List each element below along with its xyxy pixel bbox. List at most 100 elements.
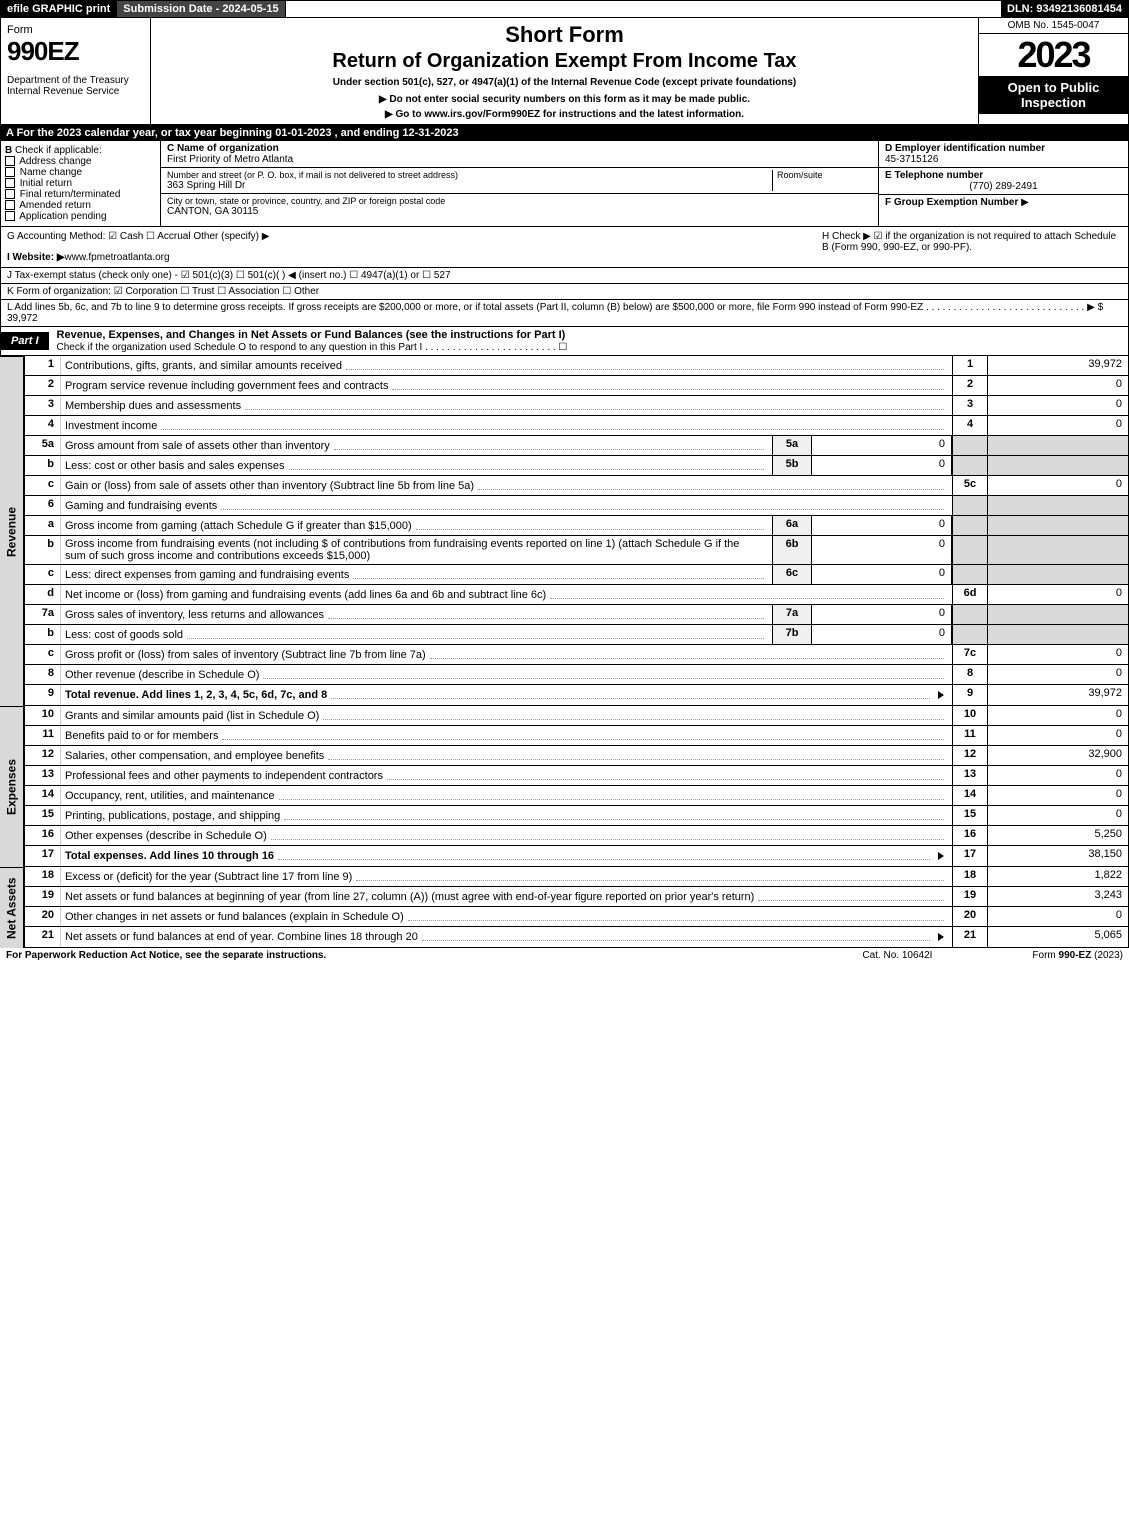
sub-line-num: 7b	[772, 625, 812, 644]
checkbox-option[interactable]: Name change	[5, 167, 156, 178]
line-desc: Net assets or fund balances at beginning…	[61, 887, 952, 906]
sub-line-num: 6a	[772, 516, 812, 535]
short-form-label: Short Form	[159, 22, 970, 48]
line-row: cGross profit or (loss) from sales of in…	[25, 645, 1128, 665]
topbar-spacer	[286, 1, 1001, 17]
line-number: 18	[25, 867, 61, 886]
line-val-cell: 38,150	[988, 846, 1128, 866]
line-val-cell: 0	[988, 706, 1128, 725]
line-val-cell: 0	[988, 645, 1128, 664]
checkbox-option[interactable]: Initial return	[5, 178, 156, 189]
dln-label: DLN: 93492136081454	[1001, 1, 1128, 17]
line-desc: Other revenue (describe in Schedule O)	[61, 665, 952, 684]
line-row: 12Salaries, other compensation, and empl…	[25, 746, 1128, 766]
ein-value: 45-3715126	[885, 154, 1122, 165]
line-desc: Other changes in net assets or fund bala…	[61, 907, 952, 926]
sub-line-num: 5a	[772, 436, 812, 455]
line-num-cell: 4	[952, 416, 988, 435]
line-row: 6Gaming and fundraising events	[25, 496, 1128, 516]
netassets-grid: 18Excess or (deficit) for the year (Subt…	[24, 867, 1129, 948]
line-number: c	[25, 645, 61, 664]
e-label: E Telephone number	[885, 170, 1122, 181]
line-val-cell: 0	[988, 786, 1128, 805]
line-num-cell: 3	[952, 396, 988, 415]
line-number: 17	[25, 846, 61, 866]
sub-line-num: 7a	[772, 605, 812, 624]
line-number: 8	[25, 665, 61, 684]
line-num-cell: 10	[952, 706, 988, 725]
row-i: I Website: ▶I Website: ▶ www.fpmetroatla…	[7, 252, 822, 263]
line-row: cGain or (loss) from sale of assets othe…	[25, 476, 1128, 496]
f-label: F Group Exemption Number	[885, 197, 1018, 208]
line-number: 6	[25, 496, 61, 515]
line-number: d	[25, 585, 61, 604]
line-desc: Gross amount from sale of assets other t…	[61, 436, 772, 455]
footer-left: For Paperwork Reduction Act Notice, see …	[6, 950, 862, 961]
line-num-cell: 5c	[952, 476, 988, 495]
topbar: efile GRAPHIC print Submission Date - 20…	[0, 0, 1129, 18]
col-d: D Employer identification number 45-3715…	[878, 141, 1128, 226]
city-label: City or town, state or province, country…	[167, 196, 872, 206]
c-name-label: C Name of organization	[167, 143, 279, 154]
note-1: ▶ Do not enter social security numbers o…	[159, 94, 970, 105]
form-title: Return of Organization Exempt From Incom…	[159, 50, 970, 73]
line-number: 14	[25, 786, 61, 805]
line-number: c	[25, 476, 61, 495]
line-desc: Professional fees and other payments to …	[61, 766, 952, 785]
line-row: 11Benefits paid to or for members 110	[25, 726, 1128, 746]
line-num-cell	[952, 516, 988, 535]
line-val-cell: 0	[988, 396, 1128, 415]
line-val-cell: 3,243	[988, 887, 1128, 906]
row-g: G Accounting Method: ☑ Cash ☐ Accrual Ot…	[7, 231, 822, 242]
note-2[interactable]: ▶ Go to www.irs.gov/Form990EZ for instru…	[159, 109, 970, 120]
line-val-cell: 39,972	[988, 356, 1128, 375]
line-number: 1	[25, 356, 61, 375]
line-desc: Less: direct expenses from gaming and fu…	[61, 565, 772, 584]
checkbox-option[interactable]: Amended return	[5, 200, 156, 211]
line-num-cell: 11	[952, 726, 988, 745]
sub-line-val: 0	[812, 516, 952, 535]
revenue-side-label: Revenue	[0, 356, 24, 706]
sub-line-val: 0	[812, 536, 952, 564]
line-number: 2	[25, 376, 61, 395]
line-val-cell: 0	[988, 806, 1128, 825]
line-num-cell: 9	[952, 685, 988, 705]
checkbox-option[interactable]: Final return/terminated	[5, 189, 156, 200]
line-desc: Total expenses. Add lines 10 through 16	[61, 846, 952, 866]
footer-right: Form 990-EZ (2023)	[1032, 950, 1123, 961]
line-row: 7aGross sales of inventory, less returns…	[25, 605, 1128, 625]
b-label: B	[5, 145, 12, 156]
line-number: 12	[25, 746, 61, 765]
line-desc: Salaries, other compensation, and employ…	[61, 746, 952, 765]
line-num-cell: 19	[952, 887, 988, 906]
line-num-cell	[952, 605, 988, 624]
line-num-cell: 7c	[952, 645, 988, 664]
header-center: Short Form Return of Organization Exempt…	[151, 18, 978, 124]
line-desc: Less: cost of goods sold	[61, 625, 772, 644]
line-number: 10	[25, 706, 61, 725]
line-desc: Program service revenue including govern…	[61, 376, 952, 395]
line-val-cell: 0	[988, 585, 1128, 604]
checkbox-option[interactable]: Application pending	[5, 211, 156, 222]
line-val-cell: 0	[988, 907, 1128, 926]
form-number: 990EZ	[7, 36, 144, 67]
line-number: b	[25, 625, 61, 644]
line-desc: Gain or (loss) from sale of assets other…	[61, 476, 952, 495]
sub-line-num: 5b	[772, 456, 812, 475]
org-address: 363 Spring Hill Dr	[167, 180, 772, 191]
line-val-cell: 0	[988, 726, 1128, 745]
line-row: 16Other expenses (describe in Schedule O…	[25, 826, 1128, 846]
line-desc: Printing, publications, postage, and shi…	[61, 806, 952, 825]
row-a: A For the 2023 calendar year, or tax yea…	[0, 125, 1129, 141]
line-num-cell: 8	[952, 665, 988, 684]
line-number: b	[25, 536, 61, 564]
arrow-icon	[938, 933, 944, 941]
line-desc: Benefits paid to or for members	[61, 726, 952, 745]
expenses-side-label: Expenses	[0, 706, 24, 867]
checkbox-option[interactable]: Address change	[5, 156, 156, 167]
line-row: 5aGross amount from sale of assets other…	[25, 436, 1128, 456]
netassets-side-label: Net Assets	[0, 867, 24, 948]
org-name: First Priority of Metro Atlanta	[167, 154, 872, 165]
line-num-cell	[952, 625, 988, 644]
efile-label[interactable]: efile GRAPHIC print	[1, 1, 117, 17]
